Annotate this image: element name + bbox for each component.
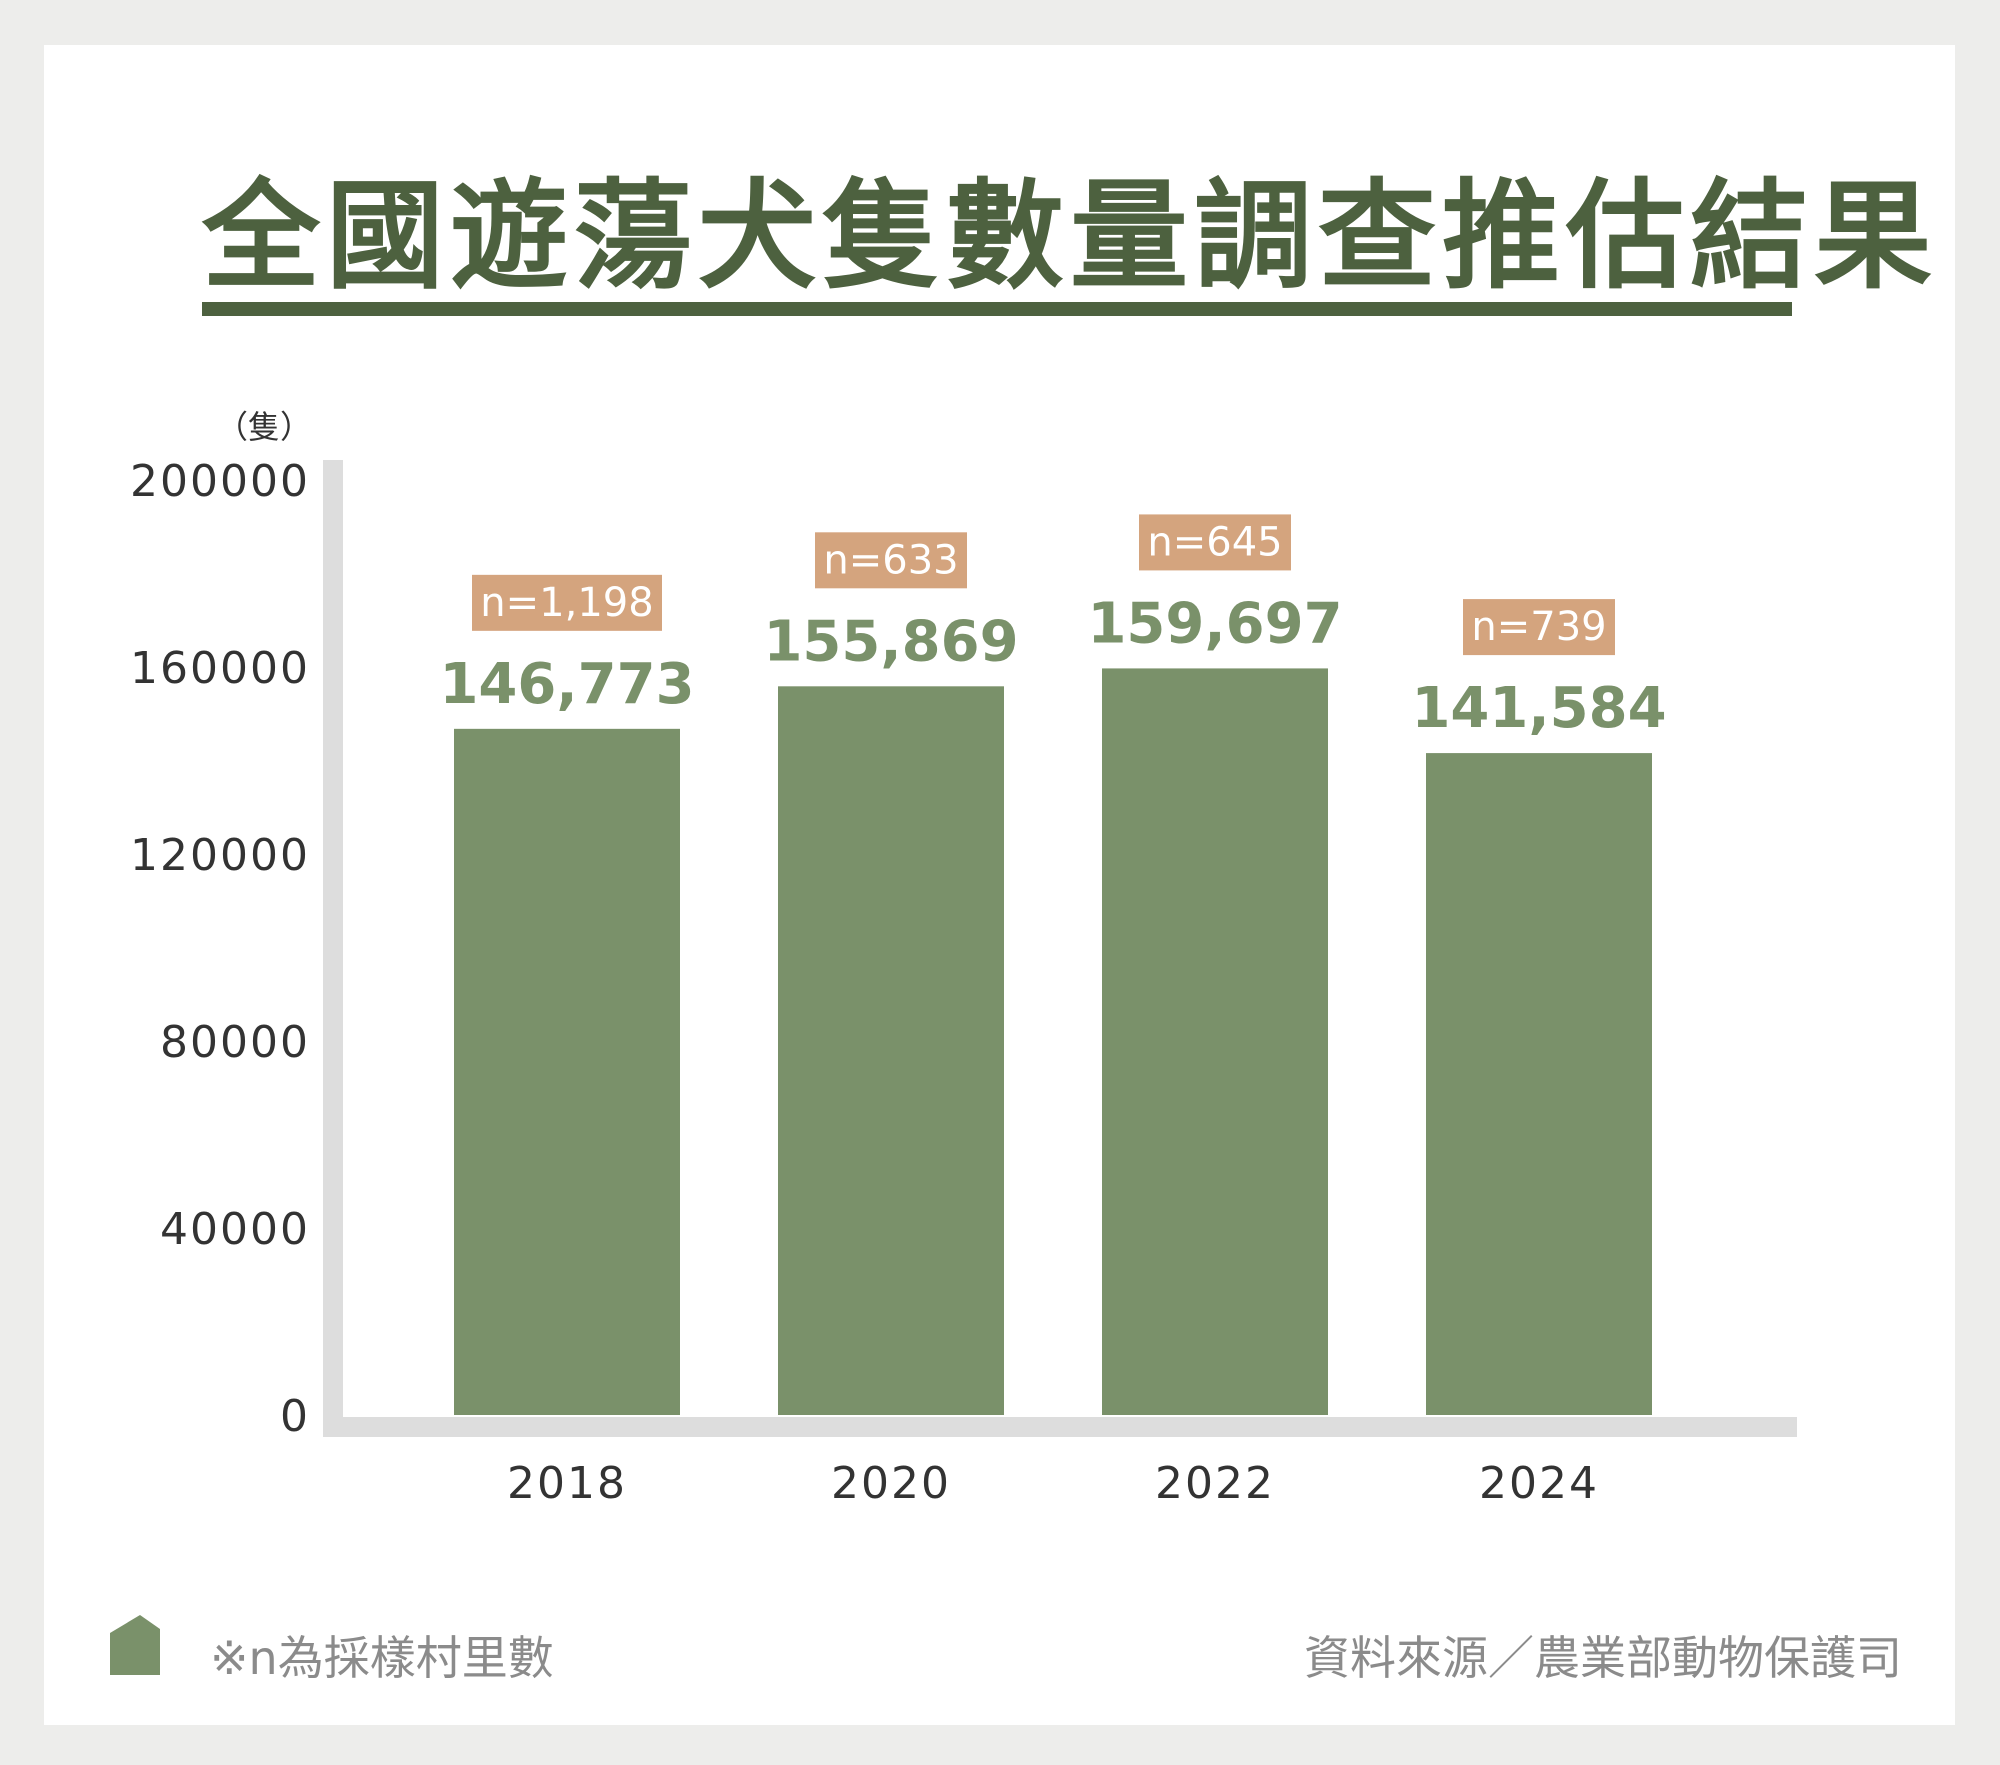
- house-icon: [110, 1615, 160, 1675]
- chart-title: 全國遊蕩犬隻數量調查推估結果: [202, 167, 1939, 305]
- bar: [778, 686, 1004, 1415]
- y-tick-label: 120000: [130, 830, 310, 881]
- sample-size-label: n=633: [823, 537, 958, 583]
- bar: [1102, 668, 1328, 1415]
- bar-value-label: 146,773: [439, 652, 694, 717]
- bar: [454, 728, 680, 1415]
- footnote: ※n為採樣村里數: [210, 1631, 554, 1685]
- bar-value-label: 141,584: [1411, 676, 1666, 741]
- data-source: 資料來源／農業部動物保護司: [1304, 1631, 1902, 1685]
- x-tick-label: 2022: [1155, 1458, 1275, 1509]
- sample-size-label: n=739: [1471, 604, 1606, 650]
- bar-value-label: 155,869: [763, 609, 1018, 674]
- y-axis-line: [323, 460, 343, 1437]
- y-tick-label: 80000: [160, 1017, 310, 1068]
- sample-size-badge: [1139, 514, 1291, 571]
- bar: [1426, 753, 1652, 1415]
- x-axis-line: [323, 1417, 1797, 1437]
- title-underline: [202, 302, 1792, 316]
- sample-size-badge: [472, 574, 662, 631]
- y-tick-label: 160000: [130, 643, 310, 694]
- sample-size-label: n=1,198: [480, 580, 653, 626]
- y-tick-label: 200000: [130, 456, 310, 507]
- y-axis-unit-label: （隻）: [216, 408, 312, 446]
- x-tick-label: 2018: [507, 1458, 627, 1509]
- sample-size-label: n=645: [1147, 519, 1282, 565]
- sample-size-badge: [1463, 599, 1615, 656]
- y-tick-label: 0: [280, 1391, 310, 1442]
- sample-size-badge: [815, 532, 967, 589]
- bar-value-label: 159,697: [1087, 591, 1342, 656]
- x-tick-label: 2020: [831, 1458, 951, 1509]
- x-tick-label: 2024: [1479, 1458, 1599, 1509]
- y-tick-label: 40000: [160, 1204, 310, 1255]
